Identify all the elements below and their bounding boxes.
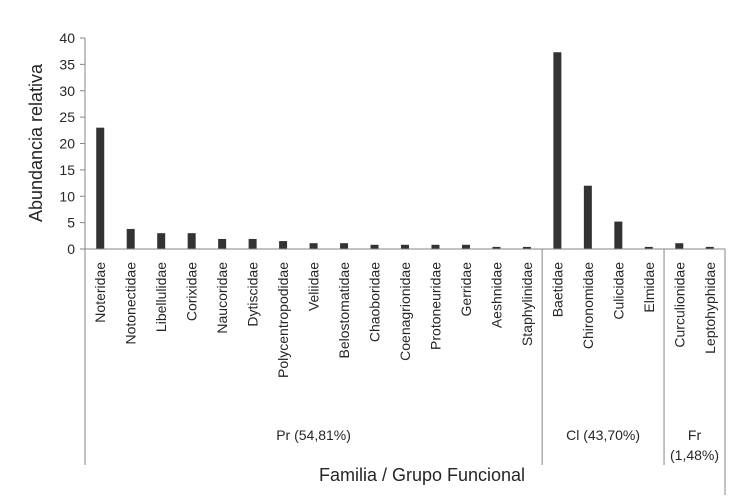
y-tick-label: 0	[67, 241, 75, 257]
group-label-line: Pr (54,81%)	[276, 427, 351, 443]
bar-chaoboridae	[370, 244, 379, 249]
x-category-label: Corixidae	[184, 262, 200, 321]
bar-curculionidae	[675, 243, 684, 249]
x-category-label: Curculionidae	[671, 262, 687, 348]
x-category-label: Chaoboridae	[367, 262, 383, 342]
bar-baetidae	[553, 52, 562, 250]
bar-aeshnidae	[492, 246, 501, 249]
bar-leptohyphidae	[705, 246, 714, 249]
x-category-label: Naucoridae	[214, 262, 230, 334]
group-label: Fr (1,48%)	[670, 427, 719, 463]
x-axis-title: Familia / Grupo Funcional	[319, 465, 525, 485]
bar-noteridae	[96, 127, 105, 249]
bar-gerridae	[461, 244, 470, 249]
bar-coenagrionidae	[401, 244, 409, 249]
x-category-label: Coenagrionidae	[397, 262, 413, 361]
bar-libellulidae	[157, 233, 166, 249]
x-category-label: Elmidae	[641, 262, 657, 313]
bar-belostomatidae	[340, 243, 349, 249]
x-category-label: Notonectidae	[123, 262, 139, 345]
x-category-label: Polycentropodidae	[275, 262, 291, 378]
x-category-label: Veliidae	[306, 262, 322, 311]
x-category-label: Protoneuridae	[427, 262, 443, 350]
y-tick-label: 20	[59, 136, 75, 152]
bar-staphylinidae	[522, 246, 531, 249]
group-label-line: Fr	[688, 427, 702, 443]
bar-culicidae	[614, 221, 623, 249]
x-category-label: Noteridae	[92, 262, 108, 323]
x-category-label: Culicidae	[610, 262, 626, 320]
y-tick-label: 5	[67, 215, 75, 231]
bar-polycentropodidae	[279, 241, 288, 249]
bar-dytiscidae	[248, 238, 257, 249]
bar-elmidae	[644, 246, 653, 249]
y-axis: 0 5 10 15 20 25 30 35 40	[59, 30, 86, 257]
bar-veliidae	[309, 243, 318, 249]
x-category-label: Aeshnidae	[488, 262, 504, 328]
group-label-line: (1,48%)	[670, 447, 719, 463]
bar-notonectidae	[126, 228, 135, 249]
x-axis: Noteridae Notonectidae Libellulidae Corixid…	[85, 248, 725, 378]
x-category-label: Staphylinidae	[519, 262, 535, 346]
group-labels: Pr (54,81%) Cl (43,70%) Fr (1,48%)	[84, 249, 726, 495]
y-tick-label: 30	[59, 83, 75, 99]
x-category-label: Libellulidae	[153, 262, 169, 332]
bar-chironomidae	[583, 185, 592, 249]
y-tick-label: 40	[59, 30, 75, 46]
x-category-label: Baetidae	[549, 262, 565, 317]
bar-corixidae	[187, 233, 196, 249]
bar-naucoridae	[218, 238, 227, 249]
bar-protoneuridae	[431, 244, 440, 249]
x-category-label: Belostomatidae	[336, 262, 352, 359]
y-tick-label: 25	[59, 109, 75, 125]
y-tick-label: 10	[59, 188, 75, 204]
x-category-label: Gerridae	[458, 262, 474, 317]
group-label: Pr (54,81%)	[276, 427, 351, 443]
group-label-line: Cl (43,70%)	[566, 427, 640, 443]
bars	[96, 52, 714, 250]
y-axis-title: Abundancia relativa	[26, 63, 46, 222]
y-tick-label: 35	[59, 56, 75, 72]
x-category-label: Leptohyphidae	[702, 262, 718, 354]
y-tick-label: 15	[59, 162, 75, 178]
x-category-label: Chironomidae	[580, 262, 596, 349]
group-label: Cl (43,70%)	[566, 427, 640, 443]
x-category-label: Dytiscidae	[245, 262, 261, 327]
